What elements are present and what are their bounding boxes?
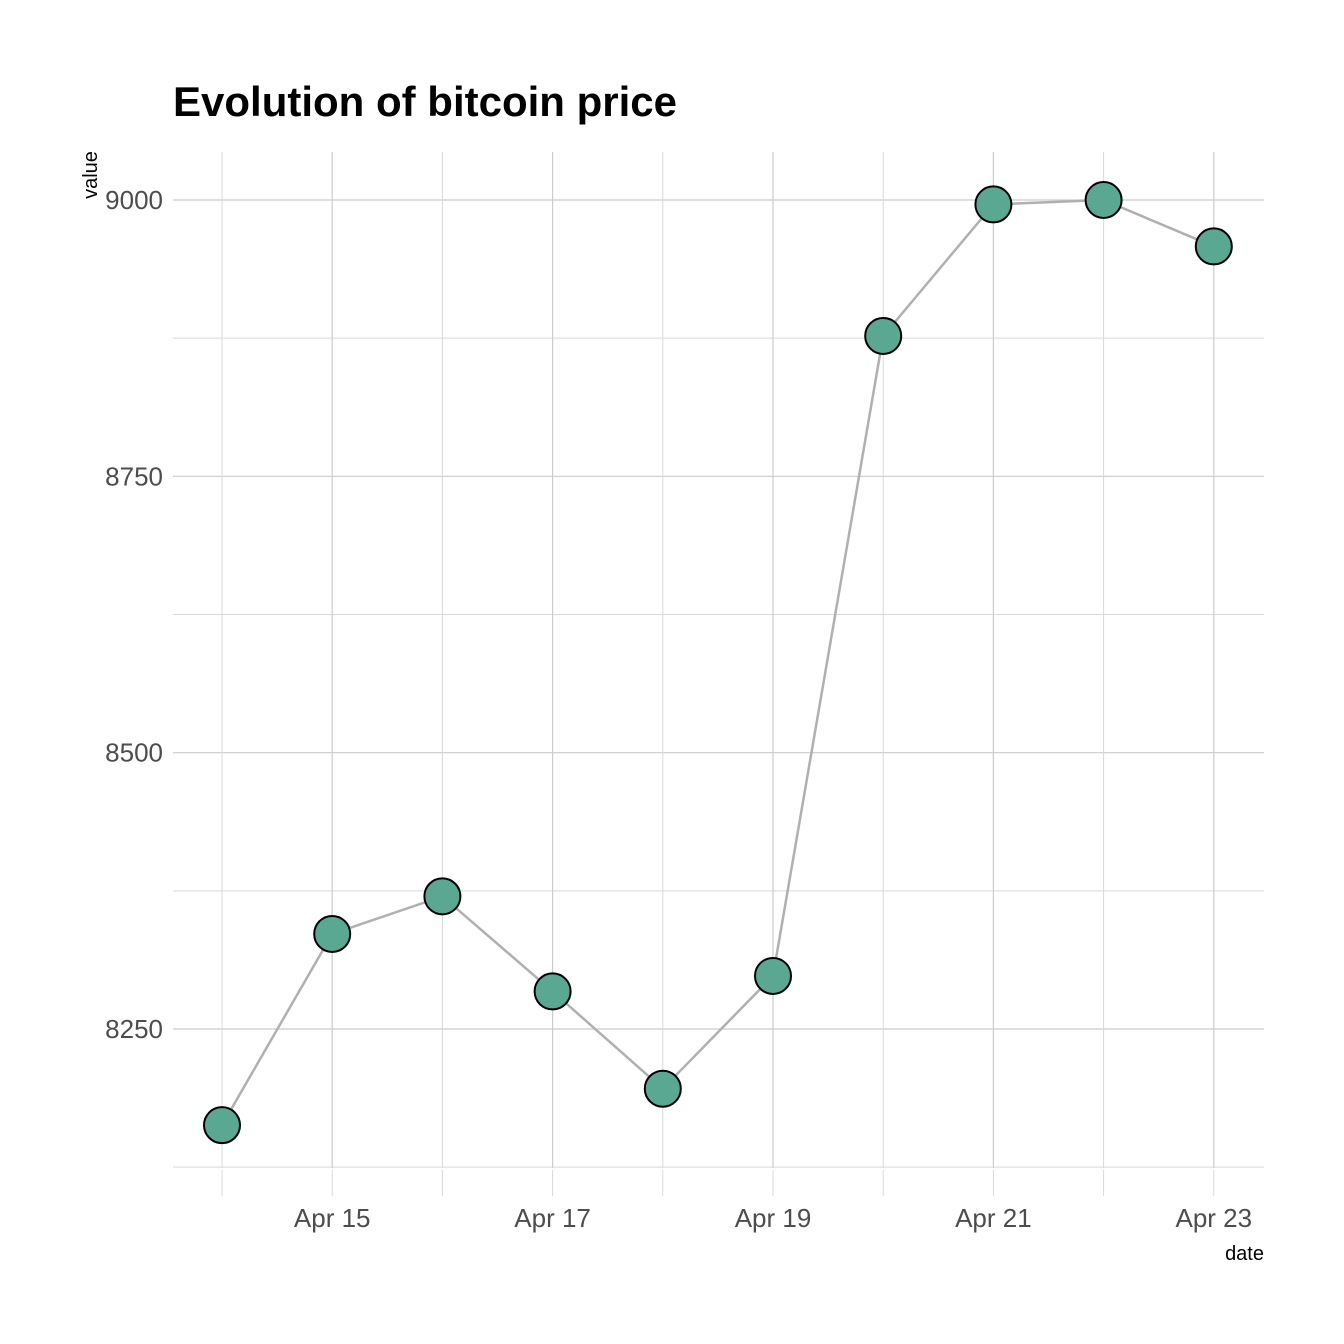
data-point xyxy=(423,877,462,916)
y-tick-label: 9000 xyxy=(105,185,163,215)
grid xyxy=(173,152,1264,1168)
data-point xyxy=(974,185,1013,224)
chart-title: Evolution of bitcoin price xyxy=(173,78,677,125)
data-point xyxy=(533,972,572,1011)
x-tick-label: Apr 19 xyxy=(735,1203,812,1233)
data-point xyxy=(864,316,903,355)
series xyxy=(203,181,1233,1145)
x-tick-label: Apr 21 xyxy=(955,1203,1032,1233)
data-point xyxy=(643,1069,682,1108)
data-point xyxy=(313,914,352,953)
x-tick-label: Apr 15 xyxy=(294,1203,371,1233)
x-tick-label: Apr 17 xyxy=(514,1203,591,1233)
data-point xyxy=(754,956,792,995)
y-tick-label: 8750 xyxy=(105,461,163,491)
x-tick-label: Apr 23 xyxy=(1175,1203,1252,1233)
y-axis-title: value xyxy=(80,151,102,199)
x-axis-title: date xyxy=(1225,1243,1264,1265)
y-tick-label: 8500 xyxy=(105,738,163,768)
y-axis-ticks: 8250 8500 8750 9000 xyxy=(105,185,163,1044)
series-line xyxy=(220,198,1215,1126)
data-point xyxy=(1084,181,1123,219)
data-point xyxy=(203,1106,241,1145)
y-tick-label: 8250 xyxy=(105,1014,163,1044)
x-axis-ticks: Apr 15 Apr 17 Apr 19 Apr 21 Apr 23 xyxy=(221,1170,1252,1233)
data-point xyxy=(1194,227,1233,266)
